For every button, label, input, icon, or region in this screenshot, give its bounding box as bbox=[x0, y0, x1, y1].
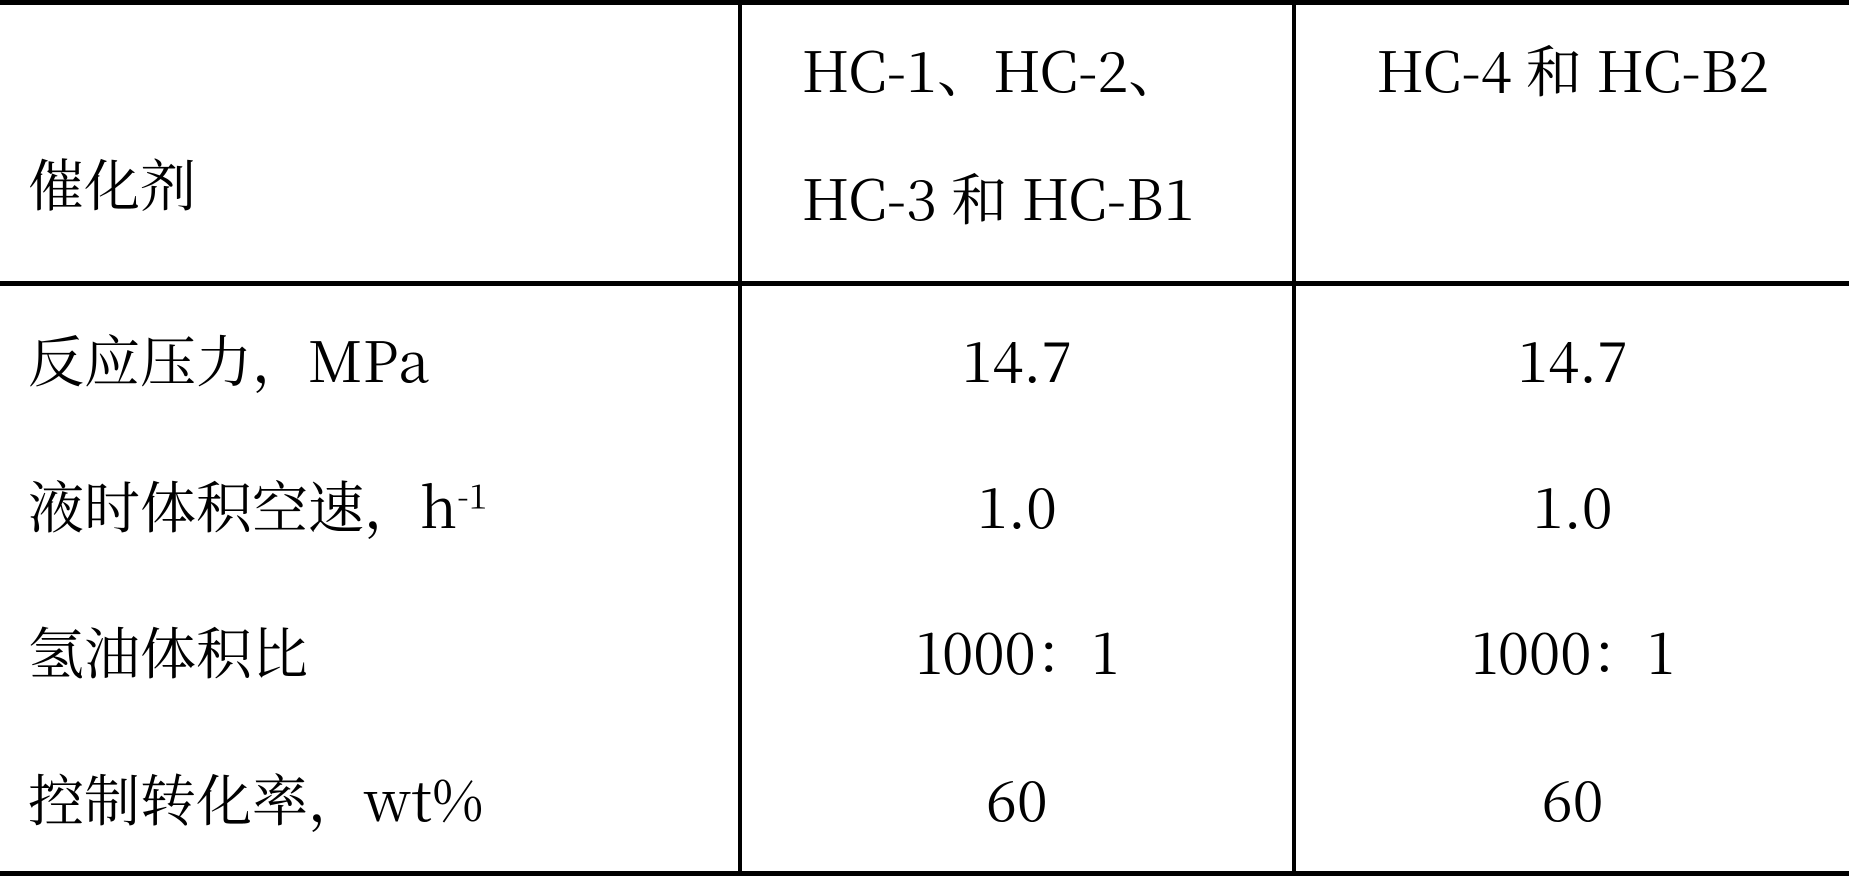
row-value-c2: 60 bbox=[1294, 725, 1849, 874]
row-value-c2: 1000：1 bbox=[1294, 578, 1849, 724]
row-label: 氢油体积比 bbox=[0, 623, 308, 679]
row-value-c1: 14.7 bbox=[740, 283, 1295, 432]
row-label-cell: 反应压力，MPa bbox=[0, 283, 740, 432]
header-left-label: 催化剂 bbox=[28, 155, 196, 211]
row-label: 反应压力，MPa bbox=[0, 331, 429, 387]
header-left-cell: 催化剂 bbox=[0, 3, 740, 284]
table-row: 液时体积空速，h-1 1.01.0 bbox=[0, 432, 1849, 578]
header-col1-line2: HC-3 和 HC-B1 bbox=[802, 169, 1253, 225]
header-col1-line1: HC-1、HC-2、 bbox=[802, 41, 1253, 97]
row-value-c1: 1000：1 bbox=[740, 578, 1295, 724]
row-label: 控制转化率，wt% bbox=[0, 770, 484, 826]
row-label-cell: 氢油体积比 bbox=[0, 578, 740, 724]
table-row: 反应压力，MPa 14.714.7 bbox=[0, 283, 1849, 432]
table-row: 氢油体积比 1000：11000：1 bbox=[0, 578, 1849, 724]
row-label: 液时体积空速，h-1 bbox=[0, 477, 487, 533]
row-value-c1: 60 bbox=[740, 725, 1295, 874]
row-value-c2: 14.7 bbox=[1294, 283, 1849, 432]
page: 催化剂 HC-1、HC-2、 HC-3 和 HC-B1 HC-4 和 HC-B2… bbox=[0, 0, 1849, 876]
row-value-c1: 1.0 bbox=[740, 432, 1295, 578]
row-label-cell: 控制转化率，wt% bbox=[0, 725, 740, 874]
header-col2-line1: HC-4 和 HC-B2 bbox=[1376, 41, 1769, 97]
table-row: 控制转化率，wt% 6060 bbox=[0, 725, 1849, 874]
row-label-cell: 液时体积空速，h-1 bbox=[0, 432, 740, 578]
table-header-row: 催化剂 HC-1、HC-2、 HC-3 和 HC-B1 HC-4 和 HC-B2 bbox=[0, 3, 1849, 284]
catalyst-conditions-table: 催化剂 HC-1、HC-2、 HC-3 和 HC-B1 HC-4 和 HC-B2… bbox=[0, 0, 1849, 876]
row-value-c2: 1.0 bbox=[1294, 432, 1849, 578]
header-col2-cell: HC-4 和 HC-B2 bbox=[1294, 3, 1849, 284]
header-col1-cell: HC-1、HC-2、 HC-3 和 HC-B1 bbox=[740, 3, 1295, 284]
